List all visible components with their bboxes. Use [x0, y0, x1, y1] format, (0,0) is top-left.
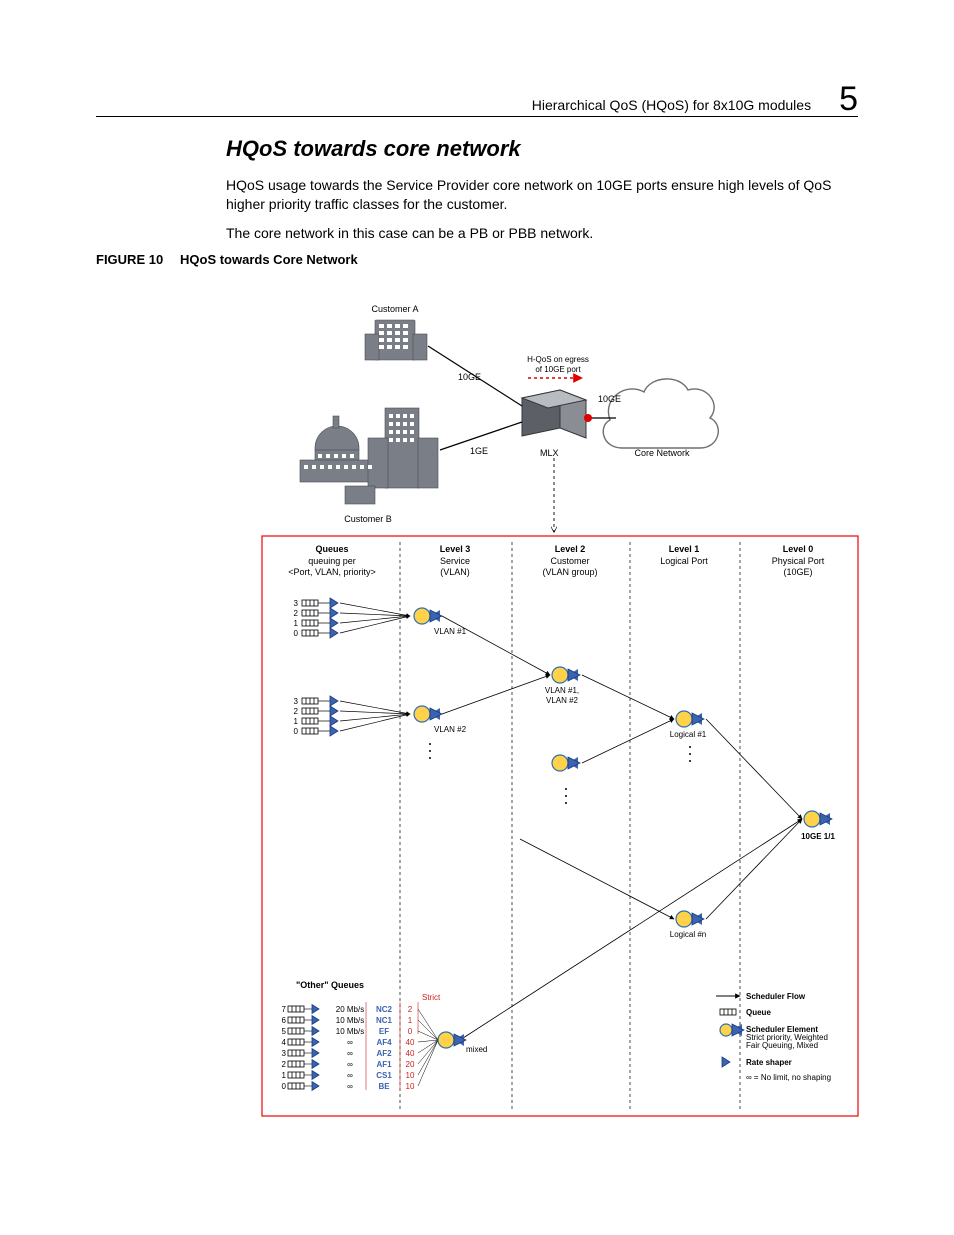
svg-text:CS1: CS1	[376, 1071, 392, 1080]
svg-text:Logical #1: Logical #1	[670, 730, 707, 739]
svg-text:mixed: mixed	[466, 1045, 487, 1054]
svg-text:2: 2	[408, 1005, 413, 1014]
egress-line1: H-QoS on egress	[527, 355, 589, 364]
svg-text:∞: ∞	[347, 1038, 353, 1047]
para-1: HQoS usage towards the Service Provider …	[226, 176, 858, 214]
cloud-icon	[603, 379, 718, 448]
figure-diagram: Customer A	[260, 300, 860, 1120]
header-title: Hierarchical QoS (HQoS) for 8x10G module…	[532, 97, 811, 113]
svg-text:1: 1	[408, 1016, 413, 1025]
para-2: The core network in this case can be a P…	[226, 224, 858, 243]
svg-text:Queue: Queue	[746, 1008, 771, 1017]
legend: Scheduler FlowQueueScheduler ElementStri…	[716, 992, 831, 1082]
svg-text:3: 3	[294, 697, 299, 706]
column-headers: Queues queuing per<Port, VLAN, priority> L…	[288, 542, 825, 1110]
svg-text:Strict: Strict	[422, 993, 441, 1002]
svg-text:∞ = No limit, no shaping: ∞ = No limit, no shaping	[746, 1073, 831, 1082]
svg-text:queuing per: queuing per	[308, 556, 356, 566]
svg-text:10GE 1/1: 10GE 1/1	[801, 832, 835, 841]
svg-text:10: 10	[406, 1071, 415, 1080]
building-b-icon	[300, 408, 438, 504]
svg-text:∞: ∞	[347, 1060, 353, 1069]
svg-text:Scheduler Flow: Scheduler Flow	[746, 992, 806, 1001]
svg-text:20 Mb/s: 20 Mb/s	[336, 1005, 364, 1014]
svg-text:3: 3	[282, 1049, 287, 1058]
svg-text:(VLAN group): (VLAN group)	[542, 567, 597, 577]
topology: Customer A	[300, 304, 718, 532]
label-10ge-b: 10GE	[598, 394, 621, 404]
svg-text:20: 20	[406, 1060, 415, 1069]
svg-text:2: 2	[282, 1060, 287, 1069]
svg-text:BE: BE	[378, 1082, 390, 1091]
svg-text:VLAN #1: VLAN #1	[434, 627, 467, 636]
svg-text:10 Mb/s: 10 Mb/s	[336, 1016, 364, 1025]
svg-text:Customer: Customer	[550, 556, 589, 566]
figure-label: FIGURE 10	[96, 252, 163, 267]
label-mlx: MLX	[540, 448, 559, 458]
svg-text:2: 2	[294, 707, 299, 716]
svg-text:∞: ∞	[347, 1082, 353, 1091]
svg-text:Queues: Queues	[315, 544, 348, 554]
label-1ge: 1GE	[470, 446, 488, 456]
figure-title: HQoS towards Core Network	[180, 252, 358, 267]
header-rule	[96, 116, 858, 117]
svg-text:<Port, VLAN, priority>: <Port, VLAN, priority>	[288, 567, 376, 577]
svg-text:NC2: NC2	[376, 1005, 393, 1014]
svg-text:Level 3: Level 3	[440, 544, 471, 554]
svg-text:40: 40	[406, 1038, 415, 1047]
svg-text:1: 1	[282, 1071, 287, 1080]
svg-text:AF4: AF4	[376, 1038, 392, 1047]
svg-text:Level 1: Level 1	[669, 544, 700, 554]
svg-text:0: 0	[282, 1082, 287, 1091]
svg-text:∞: ∞	[347, 1071, 353, 1080]
svg-text:10 Mb/s: 10 Mb/s	[336, 1027, 364, 1036]
mlx-icon	[522, 390, 586, 438]
svg-text:"Other" Queues: "Other" Queues	[296, 980, 364, 990]
svg-text:AF1: AF1	[376, 1060, 392, 1069]
label-customer-b: Customer B	[344, 514, 392, 524]
svg-text:VLAN #2: VLAN #2	[434, 725, 467, 734]
svg-text:Service: Service	[440, 556, 470, 566]
svg-text:1: 1	[294, 619, 299, 628]
svg-text:(10GE): (10GE)	[783, 567, 812, 577]
svg-text:1: 1	[294, 717, 299, 726]
svg-text:Logical Port: Logical Port	[660, 556, 708, 566]
svg-text:0: 0	[294, 629, 299, 638]
chapter-number: 5	[839, 80, 858, 119]
label-10ge-a: 10GE	[458, 372, 481, 382]
svg-text:NC1: NC1	[376, 1016, 393, 1025]
scheduler-tree: 3210VLAN #13210VLAN #2VLAN #1,VLAN #2Log…	[294, 598, 836, 1040]
svg-text:∞: ∞	[347, 1049, 353, 1058]
svg-text:6: 6	[282, 1016, 287, 1025]
building-a-icon	[365, 320, 427, 360]
svg-text:Level 0: Level 0	[783, 544, 814, 554]
other-queues: "Other" Queues Strict 7 20 Mb/s NC2 2 6 10 Mb/s…	[282, 980, 488, 1091]
svg-text:10: 10	[406, 1082, 415, 1091]
svg-text:3: 3	[294, 599, 299, 608]
svg-text:Logical #n: Logical #n	[670, 930, 706, 939]
svg-text:0: 0	[408, 1027, 413, 1036]
svg-text:7: 7	[282, 1005, 287, 1014]
svg-text:40: 40	[406, 1049, 415, 1058]
svg-text:VLAN #1,: VLAN #1,	[545, 686, 579, 695]
egress-line2: of 10GE port	[535, 365, 581, 374]
svg-text:AF2: AF2	[376, 1049, 392, 1058]
svg-text:Rate shaper: Rate shaper	[746, 1058, 792, 1067]
label-core: Core Network	[634, 448, 690, 458]
section-heading: HQoS towards core network	[226, 136, 521, 162]
svg-text:0: 0	[294, 727, 299, 736]
svg-text:(VLAN): (VLAN)	[440, 567, 470, 577]
label-customer-a: Customer A	[371, 304, 418, 314]
svg-text:5: 5	[282, 1027, 287, 1036]
svg-text:2: 2	[294, 609, 299, 618]
svg-text:Fair Queuing, Mixed: Fair Queuing, Mixed	[746, 1041, 818, 1050]
svg-text:Physical Port: Physical Port	[772, 556, 825, 566]
svg-text:VLAN #2: VLAN #2	[546, 696, 579, 705]
svg-text:Level 2: Level 2	[555, 544, 586, 554]
svg-text:EF: EF	[379, 1027, 389, 1036]
svg-text:4: 4	[282, 1038, 287, 1047]
